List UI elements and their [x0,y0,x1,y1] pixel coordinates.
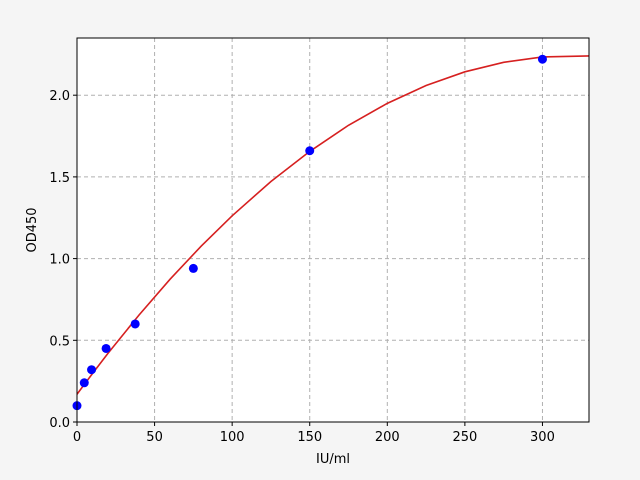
x-tick-label: 150 [297,430,322,445]
data-point [305,146,315,156]
x-tick-label: 300 [530,430,555,445]
x-tick-label: 100 [220,430,245,445]
fit-curve [77,55,589,395]
y-tick-label: 1.5 [49,171,70,186]
x-tick-label: 200 [375,430,400,445]
data-point [188,263,198,273]
data-point [79,378,89,388]
data-point [537,54,547,64]
x-axis-label: IU/ml [316,452,350,467]
plot-frame [76,37,590,423]
y-tick-label: 0.0 [49,416,70,431]
x-tick-label: 0 [73,430,81,445]
plot-area [77,38,589,422]
data-point [101,343,111,353]
y-axis-label: OD450 [25,207,40,252]
x-tick-label: 50 [146,430,163,445]
x-tick-label: 250 [452,430,477,445]
data-point [130,319,140,329]
data-point [87,365,97,375]
y-tick-label: 2.0 [49,89,70,104]
y-tick-label: 1.0 [49,253,70,268]
y-tick-label: 0.5 [49,334,70,349]
